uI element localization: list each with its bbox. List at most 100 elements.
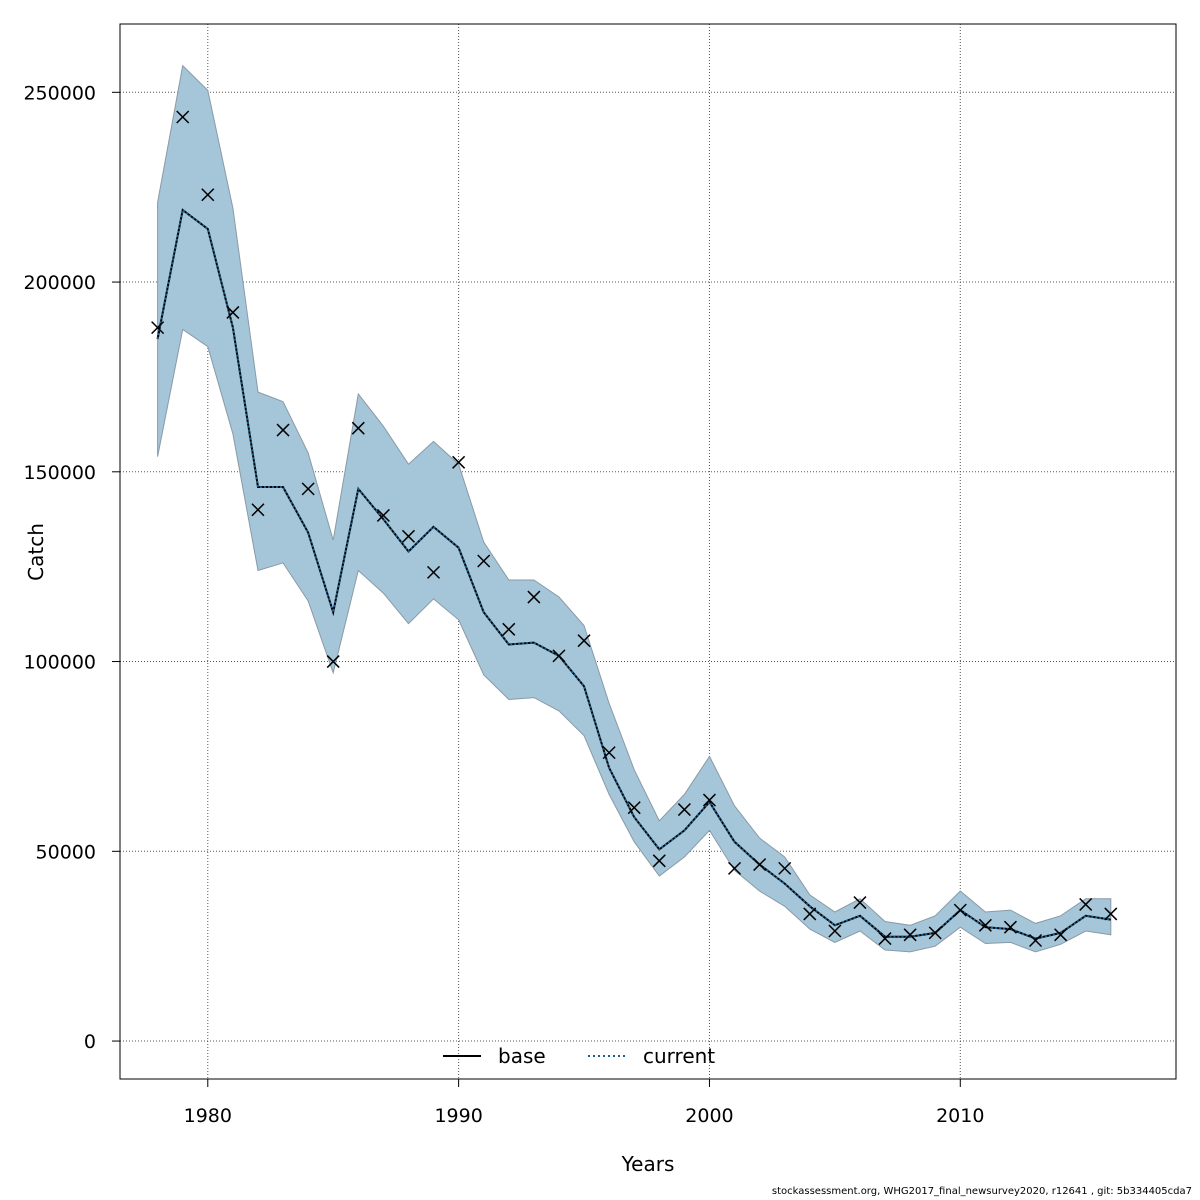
observed-point-stroke bbox=[803, 907, 817, 921]
observed-point-stroke bbox=[878, 932, 892, 946]
observed-point bbox=[351, 421, 365, 435]
x-tick-label: 1980 bbox=[184, 1105, 232, 1127]
observed-point-stroke bbox=[176, 110, 190, 124]
observed-point-stroke bbox=[326, 655, 340, 669]
observed-point-stroke bbox=[677, 803, 691, 817]
observed-point bbox=[226, 305, 240, 319]
observed-point-stroke bbox=[577, 634, 591, 648]
observed-point-stroke bbox=[953, 903, 967, 917]
x-axis-title: Years bbox=[621, 1152, 675, 1176]
y-tick-label: 50000 bbox=[36, 841, 96, 863]
y-axis: 0 50000 100000 150000 200000 250000 bbox=[23, 82, 120, 1053]
observed-point bbox=[301, 482, 315, 496]
observed-point-stroke bbox=[728, 861, 742, 875]
confidence-band-area bbox=[157, 64, 1112, 953]
observed-point-stroke bbox=[452, 455, 466, 469]
observed-point-stroke bbox=[702, 793, 716, 807]
observed-point bbox=[803, 907, 817, 921]
x-tick-label: 2010 bbox=[936, 1105, 984, 1127]
series-line-current bbox=[156, 208, 1111, 940]
y-tick-label: 0 bbox=[84, 1031, 96, 1053]
observed-point bbox=[778, 861, 792, 875]
observed-point bbox=[953, 903, 967, 917]
observed-point-stroke bbox=[151, 321, 165, 335]
y-tick-label: 100000 bbox=[23, 652, 96, 674]
legend-current-label: current bbox=[643, 1044, 715, 1068]
observed-point-stroke bbox=[1079, 897, 1093, 911]
observed-point-stroke bbox=[226, 305, 240, 319]
observed-point bbox=[176, 110, 190, 124]
series-lines bbox=[156, 208, 1111, 940]
observed-point-stroke bbox=[602, 746, 616, 760]
observed-point bbox=[878, 932, 892, 946]
observed-point bbox=[326, 655, 340, 669]
observed-point bbox=[677, 803, 691, 817]
y-tick-label: 150000 bbox=[23, 462, 96, 484]
observed-point-stroke bbox=[627, 801, 641, 815]
observed-point bbox=[853, 896, 867, 910]
confidence-band bbox=[157, 64, 1112, 953]
observed-points bbox=[151, 110, 1118, 948]
observed-point-stroke bbox=[1003, 920, 1017, 934]
observed-point-stroke bbox=[1029, 933, 1043, 948]
observed-point-stroke bbox=[1104, 907, 1118, 921]
observed-point bbox=[1003, 920, 1017, 934]
observed-point bbox=[151, 321, 165, 335]
observed-point bbox=[527, 590, 541, 604]
y-tick-label: 250000 bbox=[23, 82, 96, 104]
observed-point bbox=[828, 924, 842, 938]
legend: base current bbox=[443, 1044, 715, 1068]
observed-point-stroke bbox=[351, 421, 365, 435]
observed-point bbox=[452, 455, 466, 469]
observed-point bbox=[1104, 907, 1118, 921]
observed-point bbox=[376, 508, 390, 522]
footer-credit: stockassessment.org, WHG2017_final_newsu… bbox=[771, 1186, 1192, 1197]
observed-point bbox=[401, 529, 415, 543]
x-tick-label: 2000 bbox=[685, 1105, 733, 1127]
observed-point bbox=[276, 423, 290, 437]
observed-point bbox=[652, 854, 666, 868]
y-axis-title: Catch bbox=[24, 523, 48, 581]
observed-point-stroke bbox=[427, 565, 441, 579]
observed-point-stroke bbox=[853, 896, 867, 910]
observed-point bbox=[753, 858, 767, 872]
observed-point bbox=[577, 634, 591, 648]
observed-point bbox=[502, 622, 516, 636]
observed-point bbox=[1029, 933, 1043, 948]
observed-point-stroke bbox=[552, 649, 566, 663]
observed-point-stroke bbox=[1054, 928, 1068, 942]
observed-point-stroke bbox=[276, 423, 290, 437]
observed-point-stroke bbox=[753, 858, 767, 872]
observed-point bbox=[602, 746, 616, 760]
observed-point-stroke bbox=[828, 924, 842, 938]
y-tick-label: 200000 bbox=[23, 272, 96, 294]
observed-point-stroke bbox=[903, 928, 917, 942]
observed-point bbox=[477, 554, 491, 568]
observed-point bbox=[928, 926, 942, 940]
observed-point bbox=[251, 503, 265, 517]
observed-point-stroke bbox=[652, 854, 666, 868]
observed-point bbox=[978, 918, 992, 932]
observed-point bbox=[427, 565, 441, 579]
x-axis: 1980 1990 2000 2010 bbox=[184, 1079, 984, 1127]
observed-point bbox=[702, 793, 716, 807]
observed-point bbox=[627, 801, 641, 815]
observed-point-stroke bbox=[778, 861, 792, 875]
observed-point bbox=[1079, 897, 1093, 911]
observed-point-stroke bbox=[201, 188, 215, 202]
observed-point-stroke bbox=[978, 918, 992, 932]
observed-point-stroke bbox=[301, 482, 315, 496]
observed-point bbox=[903, 928, 917, 942]
x-tick-label: 1990 bbox=[434, 1105, 482, 1127]
observed-point bbox=[1054, 928, 1068, 942]
observed-point-stroke bbox=[477, 554, 491, 568]
observed-point-stroke bbox=[502, 622, 516, 636]
observed-point bbox=[201, 188, 215, 202]
plot-frame bbox=[119, 23, 1177, 1080]
observed-point bbox=[728, 861, 742, 875]
observed-point-stroke bbox=[928, 926, 942, 940]
observed-point bbox=[552, 649, 566, 663]
observed-point-stroke bbox=[401, 529, 415, 543]
observed-point-stroke bbox=[251, 503, 265, 517]
